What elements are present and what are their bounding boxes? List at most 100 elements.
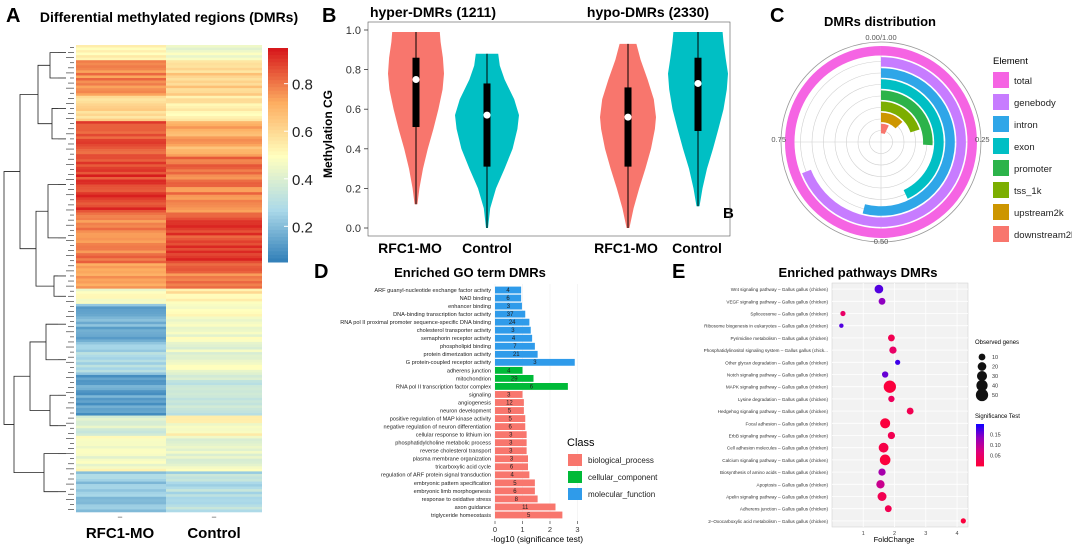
heatmap-cell [166, 275, 262, 279]
go-term-label: reverse cholesterol transport [420, 449, 491, 455]
heatmap-cell [76, 331, 166, 335]
heatmap-cell [76, 354, 166, 358]
colorbar-tick-label: 0.2 [292, 219, 313, 236]
heatmap-cell [76, 334, 166, 338]
heatmap-cell [76, 209, 166, 213]
color-legend-step [976, 452, 984, 454]
colorbar-step [268, 208, 288, 213]
violin-bodies [388, 31, 728, 229]
size-legend-label: 20 [992, 365, 998, 371]
violin-iqr-box [694, 57, 702, 131]
column-mark-control: − [211, 512, 216, 522]
heatmap-cell [166, 491, 262, 495]
radial-angle-25: 0.25 [975, 135, 990, 144]
heatmap-cell [166, 67, 262, 71]
heatmap-cell [76, 273, 166, 277]
heatmap-cell [166, 237, 262, 241]
violin-xlabel-hypo-control: Control [672, 240, 722, 256]
heatmap-cell [76, 501, 166, 505]
heatmap-cell [76, 128, 166, 132]
heatmap-cell [166, 423, 262, 427]
pathway-label: Adherens junction – Gallus gallus (chick… [740, 507, 829, 512]
heatmap-cell [166, 128, 262, 132]
heatmap-cell [166, 105, 262, 109]
heatmap-cell [76, 45, 166, 48]
violin-xlabel-hypo-rfc1: RFC1-MO [594, 240, 658, 256]
go-term-label: negative regulation of neuron differenti… [384, 425, 492, 431]
heatmap-cell [166, 242, 262, 246]
heatmap-cell [166, 336, 262, 340]
heatmap-cell [166, 468, 262, 472]
heatmap-cell [166, 382, 262, 386]
panel-label-b: B [322, 5, 336, 27]
dendrogram-branch [35, 210, 54, 287]
heatmap-cell [166, 52, 262, 56]
color-legend-step [976, 454, 984, 457]
color-legend-step [976, 424, 984, 426]
pathway-dot [874, 284, 884, 294]
heatmap-cell [166, 306, 262, 310]
heatmap-cell [166, 189, 262, 193]
violin-xlabel-hyper-control: Control [462, 240, 512, 256]
heatmap-cell [76, 471, 166, 475]
heatmap-cell [76, 349, 166, 353]
heatmap-cell [166, 326, 262, 330]
pathway-dot [887, 334, 895, 342]
go-bar [495, 366, 523, 374]
violin-iqr-box [412, 57, 420, 128]
color-legend-step [976, 446, 984, 449]
heatmap-cell [166, 60, 262, 64]
heatmap-cell [166, 415, 262, 419]
go-bar-count: 21 [513, 352, 520, 358]
pathway-dot [881, 371, 889, 378]
heatmap-cell [166, 270, 262, 274]
colorbar-step [268, 58, 288, 63]
colorbar: 0.2 0.4 0.6 0.8 [268, 48, 313, 263]
heatmap-column-rfc1: RFC1-MO [86, 525, 155, 542]
pathway-label: Other glycan degradation – Gallus gallus… [725, 360, 828, 365]
go-bar [495, 439, 527, 447]
heatmap-cell [76, 245, 166, 249]
heatmap-cell [76, 395, 166, 399]
heatmap-cell [76, 433, 166, 437]
color-legend-step [976, 463, 984, 465]
heatmap-cell [76, 296, 166, 300]
go-legend-swatch [568, 488, 582, 500]
heatmap-cell [76, 496, 166, 500]
colorbar-step [268, 201, 288, 206]
heatmap-cell [166, 209, 262, 213]
go-bar [495, 342, 535, 350]
colorbar-step [268, 97, 288, 102]
heatmap-cell [166, 461, 262, 465]
violin-y-tick-label: 0.2 [346, 183, 361, 195]
heatmap-cell [166, 400, 262, 404]
colorbar-step [268, 251, 288, 256]
go-bar [495, 374, 534, 382]
go-bar [495, 495, 538, 503]
heatmap-cell [76, 52, 166, 56]
heatmap-cell [166, 204, 262, 208]
heatmap-cell [76, 133, 166, 137]
heatmap-cell [166, 85, 262, 89]
color-legend-step [976, 439, 984, 442]
colorbar-step [268, 194, 288, 199]
pathway-dot [895, 359, 901, 365]
go-bar-count: 24 [509, 320, 516, 326]
heatmap-cell [76, 171, 166, 175]
pathway-dot [906, 407, 914, 415]
size-legend-dot [975, 388, 989, 402]
go-bar [495, 415, 526, 422]
go-legend-label: molecular_function [588, 490, 655, 499]
go-bar [495, 407, 524, 414]
heatmap-cell [76, 136, 166, 140]
heatmap-cell [76, 468, 166, 472]
colorbar-step [268, 240, 288, 245]
heatmap-cell [76, 446, 166, 449]
heatmap-cell [76, 220, 166, 223]
colorbar-step [268, 48, 288, 53]
pathway-label: Cell adhesion molecules – Gallus gallus … [727, 446, 829, 451]
heatmap-cell [76, 286, 166, 289]
go-bar [495, 318, 530, 326]
heatmap-cell [166, 390, 262, 394]
go-term-label: semaphorin receptor activity [421, 336, 491, 342]
